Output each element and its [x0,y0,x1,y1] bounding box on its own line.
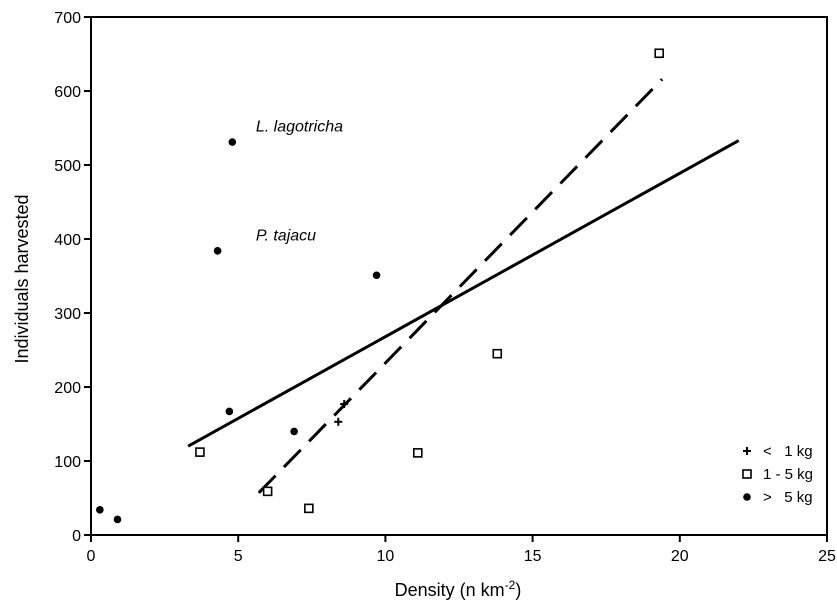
plot-frame [90,16,828,536]
circle-marker [96,506,104,514]
x-tick-label: 10 [377,548,395,565]
y-tick-label: 300 [54,306,81,323]
plus-marker [334,417,343,426]
circle-marker [372,271,381,280]
x-tick-label: 25 [818,548,836,565]
legend-label: < 1 kg [763,443,813,460]
legend-label: 1 - 5 kg [763,466,813,483]
y-tick-label: 700 [54,10,81,27]
square-marker [262,486,273,497]
plus-marker [340,400,349,409]
solid-trend-line [187,139,740,448]
square-marker [742,469,752,479]
x-tick-label: 20 [671,548,689,565]
circle-marker [290,427,298,436]
x-axis-title-close: ) [515,580,521,600]
y-tick-label: 400 [54,232,81,249]
square-marker [304,503,314,514]
plot-area [90,16,828,536]
square-marker [654,48,664,59]
square-marker [195,447,205,457]
circle-marker [225,407,234,416]
annotations: L. lagotricha P. tajacu [256,119,343,245]
circle-marker [228,138,237,146]
data-points [96,48,664,524]
circle-marker [213,247,222,255]
x-tick-label: 0 [87,548,96,565]
annotation-label: L. lagotricha [256,119,343,136]
legend: < 1 kg 1 - 5 kg > 5 kg [742,443,813,506]
x-axis-title-sup: -2 [505,578,516,592]
y-axis-title: Individuals harvested [12,194,32,363]
x-tick-label: 15 [524,548,542,565]
legend-label: > 5 kg [763,489,813,506]
plus-marker [743,447,751,455]
x-axis-title: Density (n km-2) [395,578,522,600]
x-tick-label: 5 [234,548,243,565]
y-tick-label: 500 [54,158,81,175]
dashed-trend-line [257,78,664,494]
circle-marker [743,493,751,501]
y-tick-label: 600 [54,84,81,101]
axis-ticks: 0 5 10 15 20 25 0 100 200 300 400 500 600 700 [54,10,836,565]
square-marker [412,448,423,458]
circle-marker [113,515,122,524]
y-tick-label: 100 [54,454,81,471]
trend-lines [187,78,740,494]
annotation-label: P. tajacu [256,227,316,244]
y-tick-label: 200 [54,380,81,397]
square-marker [492,348,503,359]
x-axis-title-main: Density (n km [395,580,505,600]
y-tick-label: 0 [72,528,81,545]
